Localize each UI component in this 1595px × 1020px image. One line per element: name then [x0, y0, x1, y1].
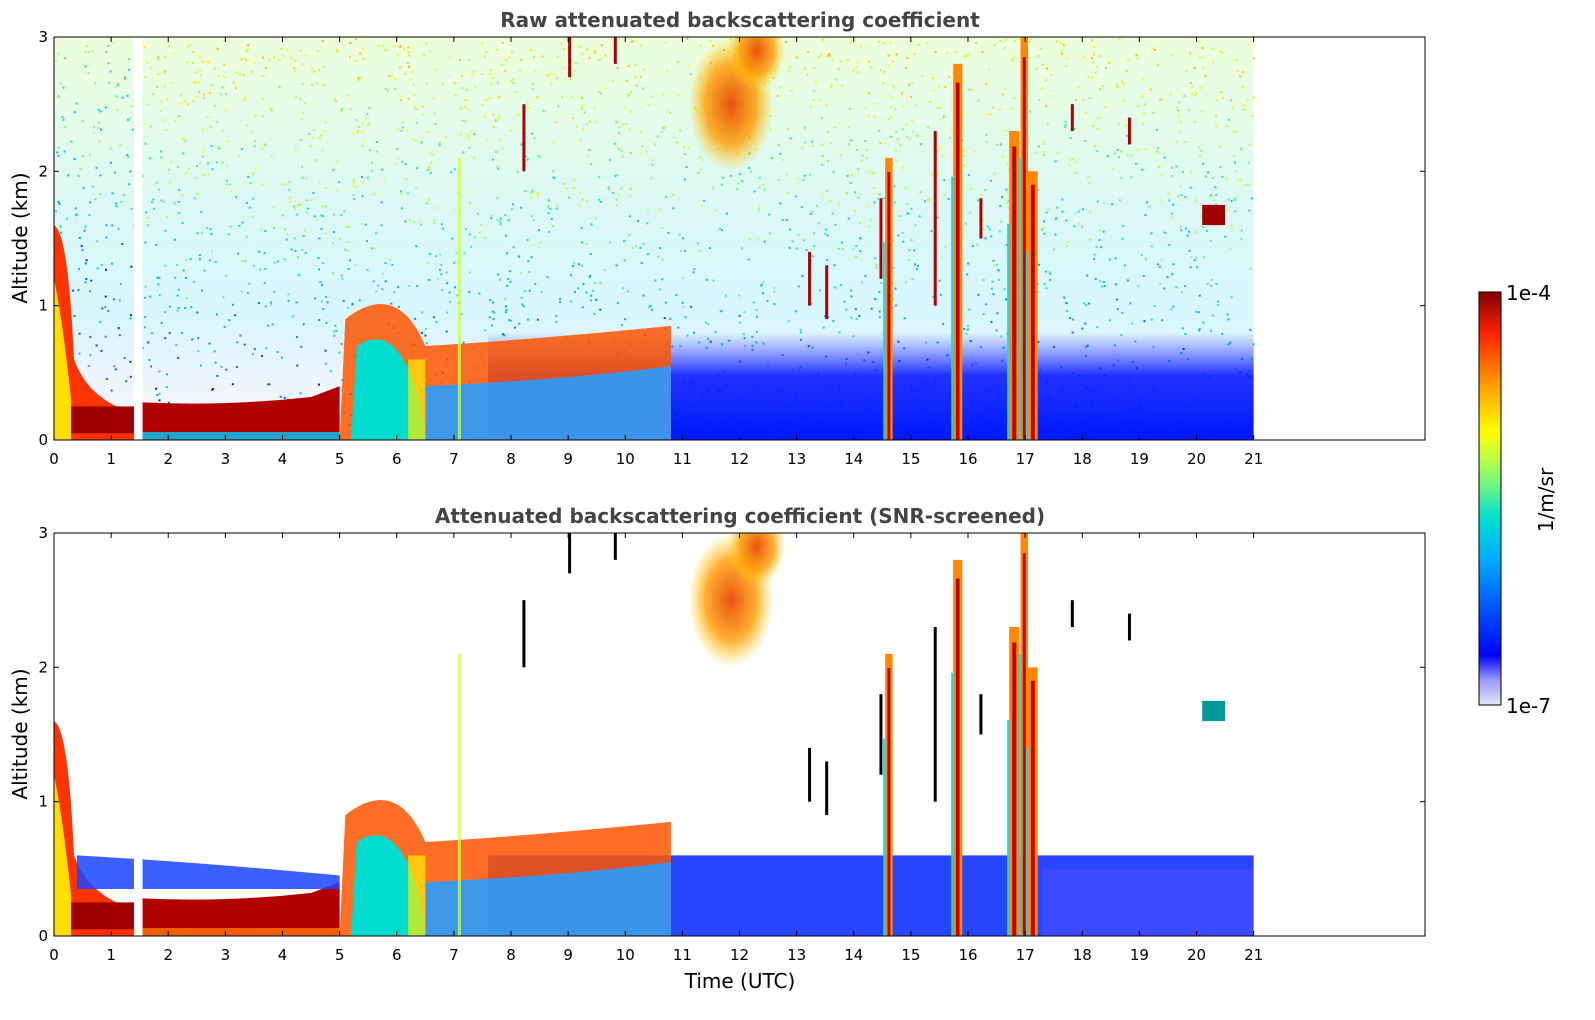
- x-tick-label: 10: [616, 450, 635, 468]
- aerosol-layer: [339, 157, 671, 440]
- x-tick-label: 13: [787, 450, 806, 468]
- panel-raw-heatmap: [54, 37, 1255, 440]
- cloud-fragments: [522, 533, 1226, 816]
- x-tick-label: 18: [1073, 450, 1092, 468]
- precipitation-columns: [883, 533, 1038, 936]
- x-tick-label: 14: [844, 450, 863, 468]
- colorbar-gradient: [1478, 291, 1502, 706]
- y-tick-label: 1: [38, 297, 48, 315]
- x-tick-label: 13: [787, 946, 806, 964]
- y-tick-label: 1: [38, 793, 48, 811]
- x-tick-label: 20: [1187, 450, 1206, 468]
- panel-screened: Attenuated backscattering coefficient (S…: [8, 504, 1426, 993]
- panel-screened-title: Attenuated backscattering coefficient (S…: [435, 504, 1045, 528]
- x-tick-label: 21: [1244, 450, 1263, 468]
- x-tick-label: 20: [1187, 946, 1206, 964]
- noise-speckle: [54, 37, 1255, 440]
- colorbar-label: 1/m/sr: [1534, 467, 1558, 532]
- x-tick-label: 10: [616, 946, 635, 964]
- x-tick-label: 6: [392, 450, 402, 468]
- panel-raw-title: Raw attenuated backscattering coefficien…: [500, 8, 980, 32]
- panel-raw-ylabel: Altitude (km): [8, 172, 32, 303]
- x-tick-label: 0: [49, 450, 59, 468]
- x-tick-label: 2: [163, 946, 173, 964]
- y-tick-label: 3: [38, 524, 48, 542]
- x-tick-label: 3: [221, 946, 231, 964]
- x-tick-label: 1: [106, 946, 116, 964]
- x-tick-label: 3: [221, 450, 231, 468]
- x-tick-label: 5: [335, 450, 345, 468]
- x-tick-label: 9: [563, 946, 573, 964]
- x-tick-label: 17: [1016, 450, 1035, 468]
- x-tick-label: 6: [392, 946, 402, 964]
- x-tick-label: 12: [730, 450, 749, 468]
- x-tick-label: 8: [506, 946, 516, 964]
- y-tick-label: 0: [38, 431, 48, 449]
- y-tick-label: 0: [38, 927, 48, 945]
- panel-raw: Raw attenuated backscattering coefficien…: [8, 8, 1426, 468]
- y-tick-label: 2: [38, 658, 48, 676]
- x-tick-label: 19: [1130, 450, 1149, 468]
- x-tick-label: 0: [49, 946, 59, 964]
- x-tick-label: 16: [958, 946, 977, 964]
- x-tick-label: 17: [1016, 946, 1035, 964]
- y-tick-label: 2: [38, 162, 48, 180]
- panel-screened-ylabel: Altitude (km): [8, 668, 32, 799]
- boundary-layer: [54, 721, 340, 936]
- cloud-mid: [688, 37, 786, 172]
- x-tick-label: 11: [673, 946, 692, 964]
- x-tick-label: 7: [449, 946, 459, 964]
- x-tick-label: 19: [1130, 946, 1149, 964]
- x-tick-label: 5: [335, 946, 345, 964]
- colorbar: 1e-4 1e-7 1/m/sr: [1478, 281, 1558, 718]
- precipitation-columns: [883, 37, 1038, 440]
- x-tick-label: 14: [844, 946, 863, 964]
- panel-screened-xlabel: Time (UTC): [684, 969, 796, 993]
- x-tick-label: 12: [730, 946, 749, 964]
- x-tick-label: 11: [673, 450, 692, 468]
- x-tick-label: 15: [901, 450, 920, 468]
- x-tick-label: 21: [1244, 946, 1263, 964]
- x-tick-label: 7: [449, 450, 459, 468]
- colorbar-max-label: 1e-4: [1506, 281, 1551, 305]
- x-tick-label: 1: [106, 450, 116, 468]
- x-tick-label: 9: [563, 450, 573, 468]
- cloud-fragments: [522, 37, 1226, 320]
- x-tick-label: 4: [278, 946, 288, 964]
- x-tick-label: 8: [506, 450, 516, 468]
- colorbar-min-label: 1e-7: [1506, 694, 1551, 718]
- data-gap: [133, 37, 143, 440]
- x-tick-label: 18: [1073, 946, 1092, 964]
- boundary-layer: [54, 225, 340, 440]
- x-tick-label: 15: [901, 946, 920, 964]
- x-tick-label: 2: [163, 450, 173, 468]
- x-tick-label: 16: [958, 450, 977, 468]
- y-tick-label: 3: [38, 28, 48, 46]
- data-gap: [133, 533, 143, 936]
- panel-screened-heatmap: [54, 533, 1254, 936]
- cloud-mid: [688, 533, 786, 668]
- x-tick-label: 4: [278, 450, 288, 468]
- aerosol-layer: [339, 653, 671, 936]
